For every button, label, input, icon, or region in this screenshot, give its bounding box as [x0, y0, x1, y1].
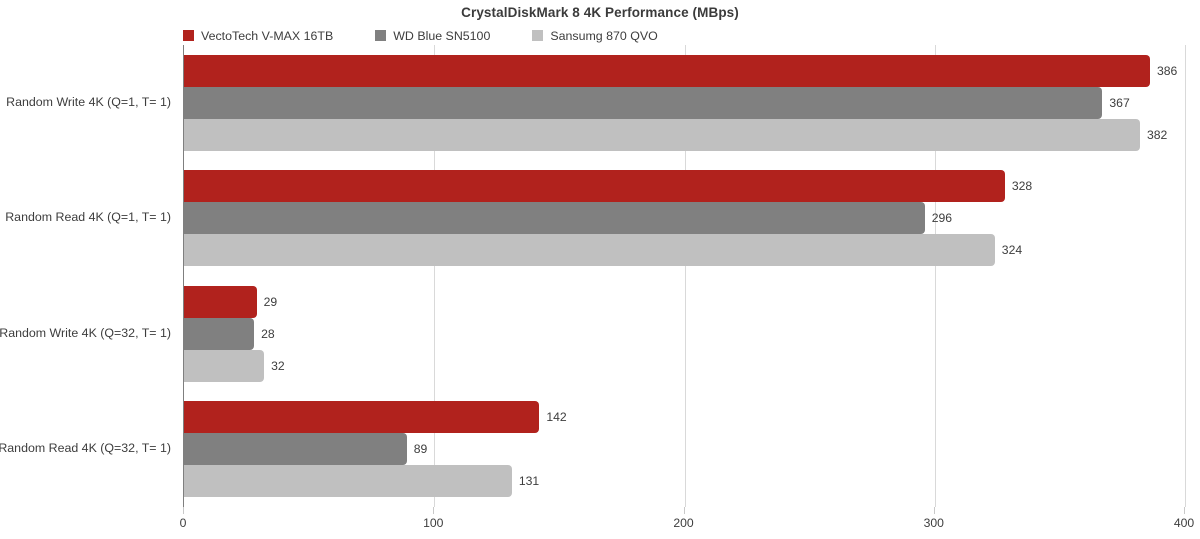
bar[interactable]	[184, 433, 407, 466]
bar-value-label: 32	[271, 358, 285, 373]
x-axis: 0 100 200 300 400	[179, 507, 1194, 537]
x-axis-tick-label: 400	[1173, 516, 1195, 530]
bar-group: 386 367 382	[184, 54, 1185, 151]
x-axis-tick-label: 0	[179, 516, 187, 530]
bar-row: 328	[184, 170, 1185, 203]
x-axis-tick	[683, 507, 685, 514]
bar-row: 296	[184, 202, 1185, 235]
plot-area: 386 367 382 328 296 324 29 28 32 142 89 131	[183, 45, 1186, 507]
bar-value-label: 28	[261, 326, 275, 341]
x-axis-tick	[183, 507, 184, 514]
bar-value-label: 324	[1001, 243, 1023, 258]
bar-row: 142	[184, 401, 1185, 434]
bar-value-label: 367	[1109, 95, 1130, 110]
x-axis-tick	[433, 507, 435, 514]
bar-row: 28	[184, 317, 1185, 350]
chart-legend: VectoTech V-MAX 16TB WD Blue SN5100 Sansum…	[183, 27, 700, 44]
x-axis-tick-label: 200	[673, 516, 694, 530]
category-label: Random Read 4K (Q=32, T= 1)	[0, 441, 171, 456]
legend-swatch-icon	[532, 30, 544, 41]
bar[interactable]	[184, 317, 255, 350]
bar-value-label: 382	[1146, 127, 1168, 142]
bar-group: 29 28 32	[184, 285, 1185, 382]
category-label: Random Write 4K (Q=32, T= 1)	[0, 325, 171, 340]
bar-value-label: 386	[1156, 63, 1178, 78]
bar-row: 32	[184, 349, 1185, 382]
legend-label: VectoTech V-MAX 16TB	[201, 28, 334, 43]
bar-value-label: 296	[931, 211, 953, 226]
bar-value-label: 89	[413, 442, 428, 457]
bar[interactable]	[184, 118, 1140, 151]
x-axis-tick-label: 300	[923, 516, 944, 530]
legend-item[interactable]: WD Blue SN5100	[375, 29, 490, 43]
chart-title: CrystalDiskMark 8 4K Performance (MBps)	[461, 5, 739, 20]
category-axis-labels: Random Write 4K (Q=1, T= 1) Random Read 4…	[0, 45, 183, 507]
category-label: Random Read 4K (Q=1, T= 1)	[5, 210, 171, 225]
bar[interactable]	[184, 401, 540, 434]
bar-row: 131	[184, 465, 1185, 498]
bar[interactable]	[184, 54, 1150, 87]
bar-group: 328 296 324	[184, 170, 1185, 267]
legend-swatch-icon	[183, 30, 194, 41]
x-axis-tick	[1184, 507, 1185, 514]
legend-item[interactable]: Sansumg 870 QVO	[532, 28, 658, 43]
bar-value-label: 328	[1011, 179, 1033, 194]
gridline	[1185, 45, 1186, 507]
bar[interactable]	[184, 349, 265, 382]
bar-row: 89	[184, 433, 1185, 466]
legend-swatch-icon	[375, 30, 387, 41]
x-axis-tick-label: 100	[423, 516, 444, 530]
bar-row: 382	[184, 118, 1185, 151]
legend-item[interactable]: VectoTech V-MAX 16TB	[183, 29, 333, 43]
bar[interactable]	[184, 202, 925, 235]
bar-value-label: 131	[518, 474, 540, 489]
bar[interactable]	[184, 86, 1103, 119]
legend-label: WD Blue SN5100	[393, 28, 491, 43]
category-label: Random Write 4K (Q=1, T= 1)	[6, 94, 171, 109]
legend-label: Sansumg 870 QVO	[550, 28, 658, 43]
bar-row: 29	[184, 285, 1185, 318]
x-axis-tick	[933, 507, 935, 514]
bar-row: 324	[184, 234, 1185, 267]
bar-value-label: 142	[546, 410, 567, 425]
bar[interactable]	[184, 170, 1005, 203]
bar[interactable]	[184, 465, 512, 498]
bar-value-label: 29	[263, 294, 278, 309]
bar[interactable]	[184, 285, 257, 318]
bar-row: 367	[184, 86, 1185, 119]
bar-group: 142 89 131	[184, 401, 1185, 498]
bar[interactable]	[184, 234, 995, 267]
bar-row: 386	[184, 54, 1185, 87]
